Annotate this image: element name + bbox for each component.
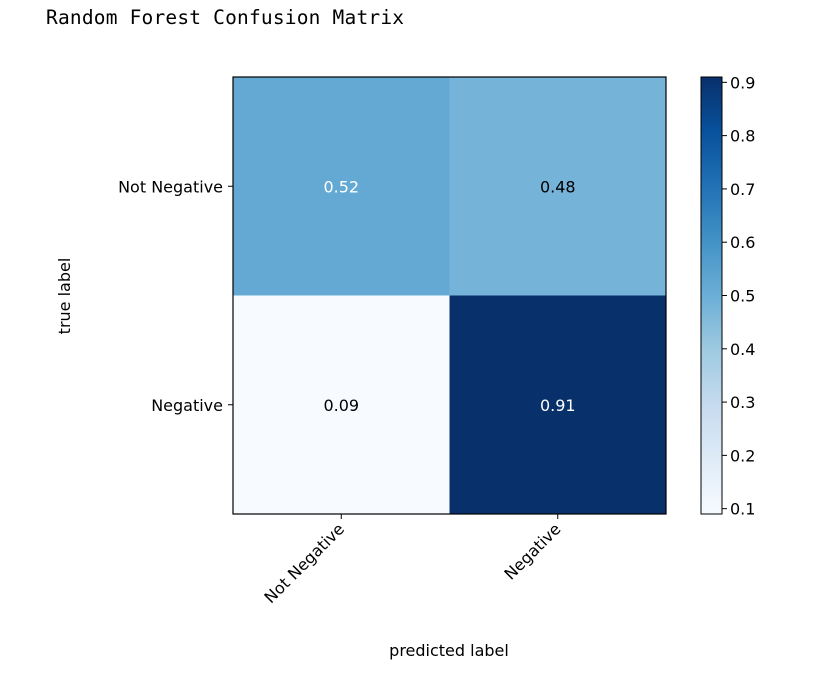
heatmap-cell — [233, 77, 450, 296]
heatmap-cell — [233, 295, 450, 515]
colorbar-tick-label: 0.3 — [730, 393, 755, 412]
x-tick-label: Negative — [500, 519, 564, 583]
colorbar-ticks: 0.1 0.2 0.3 0.4 0.5 0.6 0.7 0.8 0.9 — [722, 73, 755, 519]
colorbar-tick-label: 0.2 — [730, 446, 755, 465]
colorbar-tick-label: 0.6 — [730, 233, 755, 252]
cell-value-label: 0.09 — [323, 396, 359, 415]
heatmap-cell — [449, 77, 667, 296]
colorbar-tick-label: 0.9 — [730, 73, 755, 92]
output-title: Random Forest Confusion Matrix — [46, 6, 405, 29]
colorbar-tick-label: 0.5 — [730, 287, 755, 306]
cell-value-label: 0.52 — [323, 177, 359, 196]
colorbar: 0.1 0.2 0.3 0.4 0.5 0.6 0.7 0.8 0.9 — [700, 73, 755, 519]
heatmap-cells: 0.52 0.48 0.09 0.91 — [233, 77, 667, 515]
colorbar-tick-label: 0.8 — [730, 127, 755, 146]
y-tick-label: Negative — [151, 396, 223, 415]
plot-frame — [232, 76, 667, 515]
y-tick-label: Not Negative — [118, 177, 223, 196]
x-axis-ticks: Not Negative Negative — [260, 514, 565, 607]
cell-value-label: 0.48 — [540, 177, 576, 196]
x-tick-label: Not Negative — [260, 519, 348, 607]
colorbar-tick-label: 0.4 — [730, 340, 755, 359]
y-axis-ticks: Not Negative Negative — [118, 177, 233, 415]
colorbar-tick-label: 0.7 — [730, 180, 755, 199]
x-axis-label: predicted label — [389, 641, 509, 660]
cell-value-label: 0.91 — [540, 396, 576, 415]
colorbar-gradient — [700, 76, 723, 515]
heatmap-cell — [449, 295, 667, 515]
colorbar-tick-label: 0.1 — [730, 500, 755, 519]
y-axis-label: true label — [55, 258, 74, 335]
